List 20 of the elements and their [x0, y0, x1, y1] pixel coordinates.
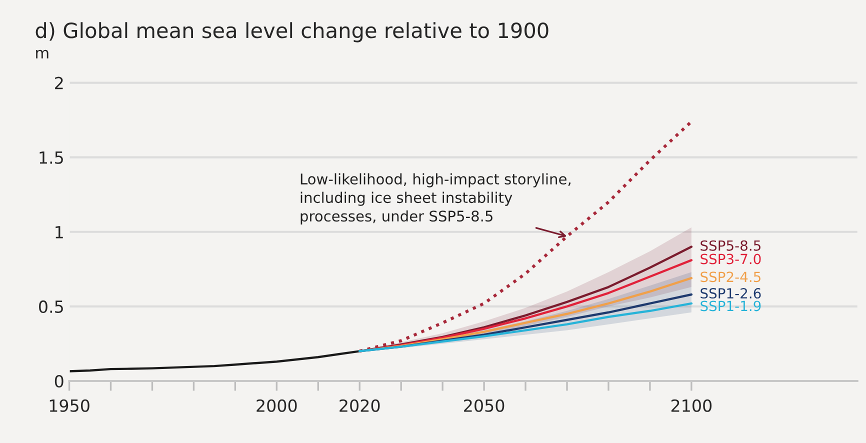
- x-tick-label: 2050: [464, 399, 504, 412]
- x-tick-label: 2100: [671, 399, 712, 412]
- y-tick-label: 0: [54, 374, 64, 388]
- y-tick-label: 2: [55, 76, 63, 90]
- annotation: Low-likelihood, high-impact storyline, including ice sheet instability processes, under SSP5-8.5: [300, 173, 570, 224]
- y-tick-label: 1.5: [40, 152, 63, 164]
- line-series: [69, 350, 361, 372]
- x-tick-label: 2020: [340, 399, 380, 412]
- series-label: SSP5-8.5: [700, 240, 760, 251]
- series-label: SSP3-7.0: [700, 254, 761, 264]
- line-series: [358, 302, 693, 352]
- series-label: SSP1-2.6: [700, 288, 761, 299]
- y-tick-label: 1: [56, 226, 63, 238]
- y-axis-title: m: [36, 50, 48, 58]
- chart-title: d) Global mean sea level change relative to 1900: [36, 22, 548, 42]
- x-tick-label: 2000: [256, 399, 297, 412]
- x-tick-label: 1950: [50, 399, 90, 412]
- y-tick-label: 0.5: [39, 300, 63, 314]
- series-label: SSP1-1.9: [700, 300, 761, 312]
- series-label: SSP2-4.5: [700, 272, 760, 282]
